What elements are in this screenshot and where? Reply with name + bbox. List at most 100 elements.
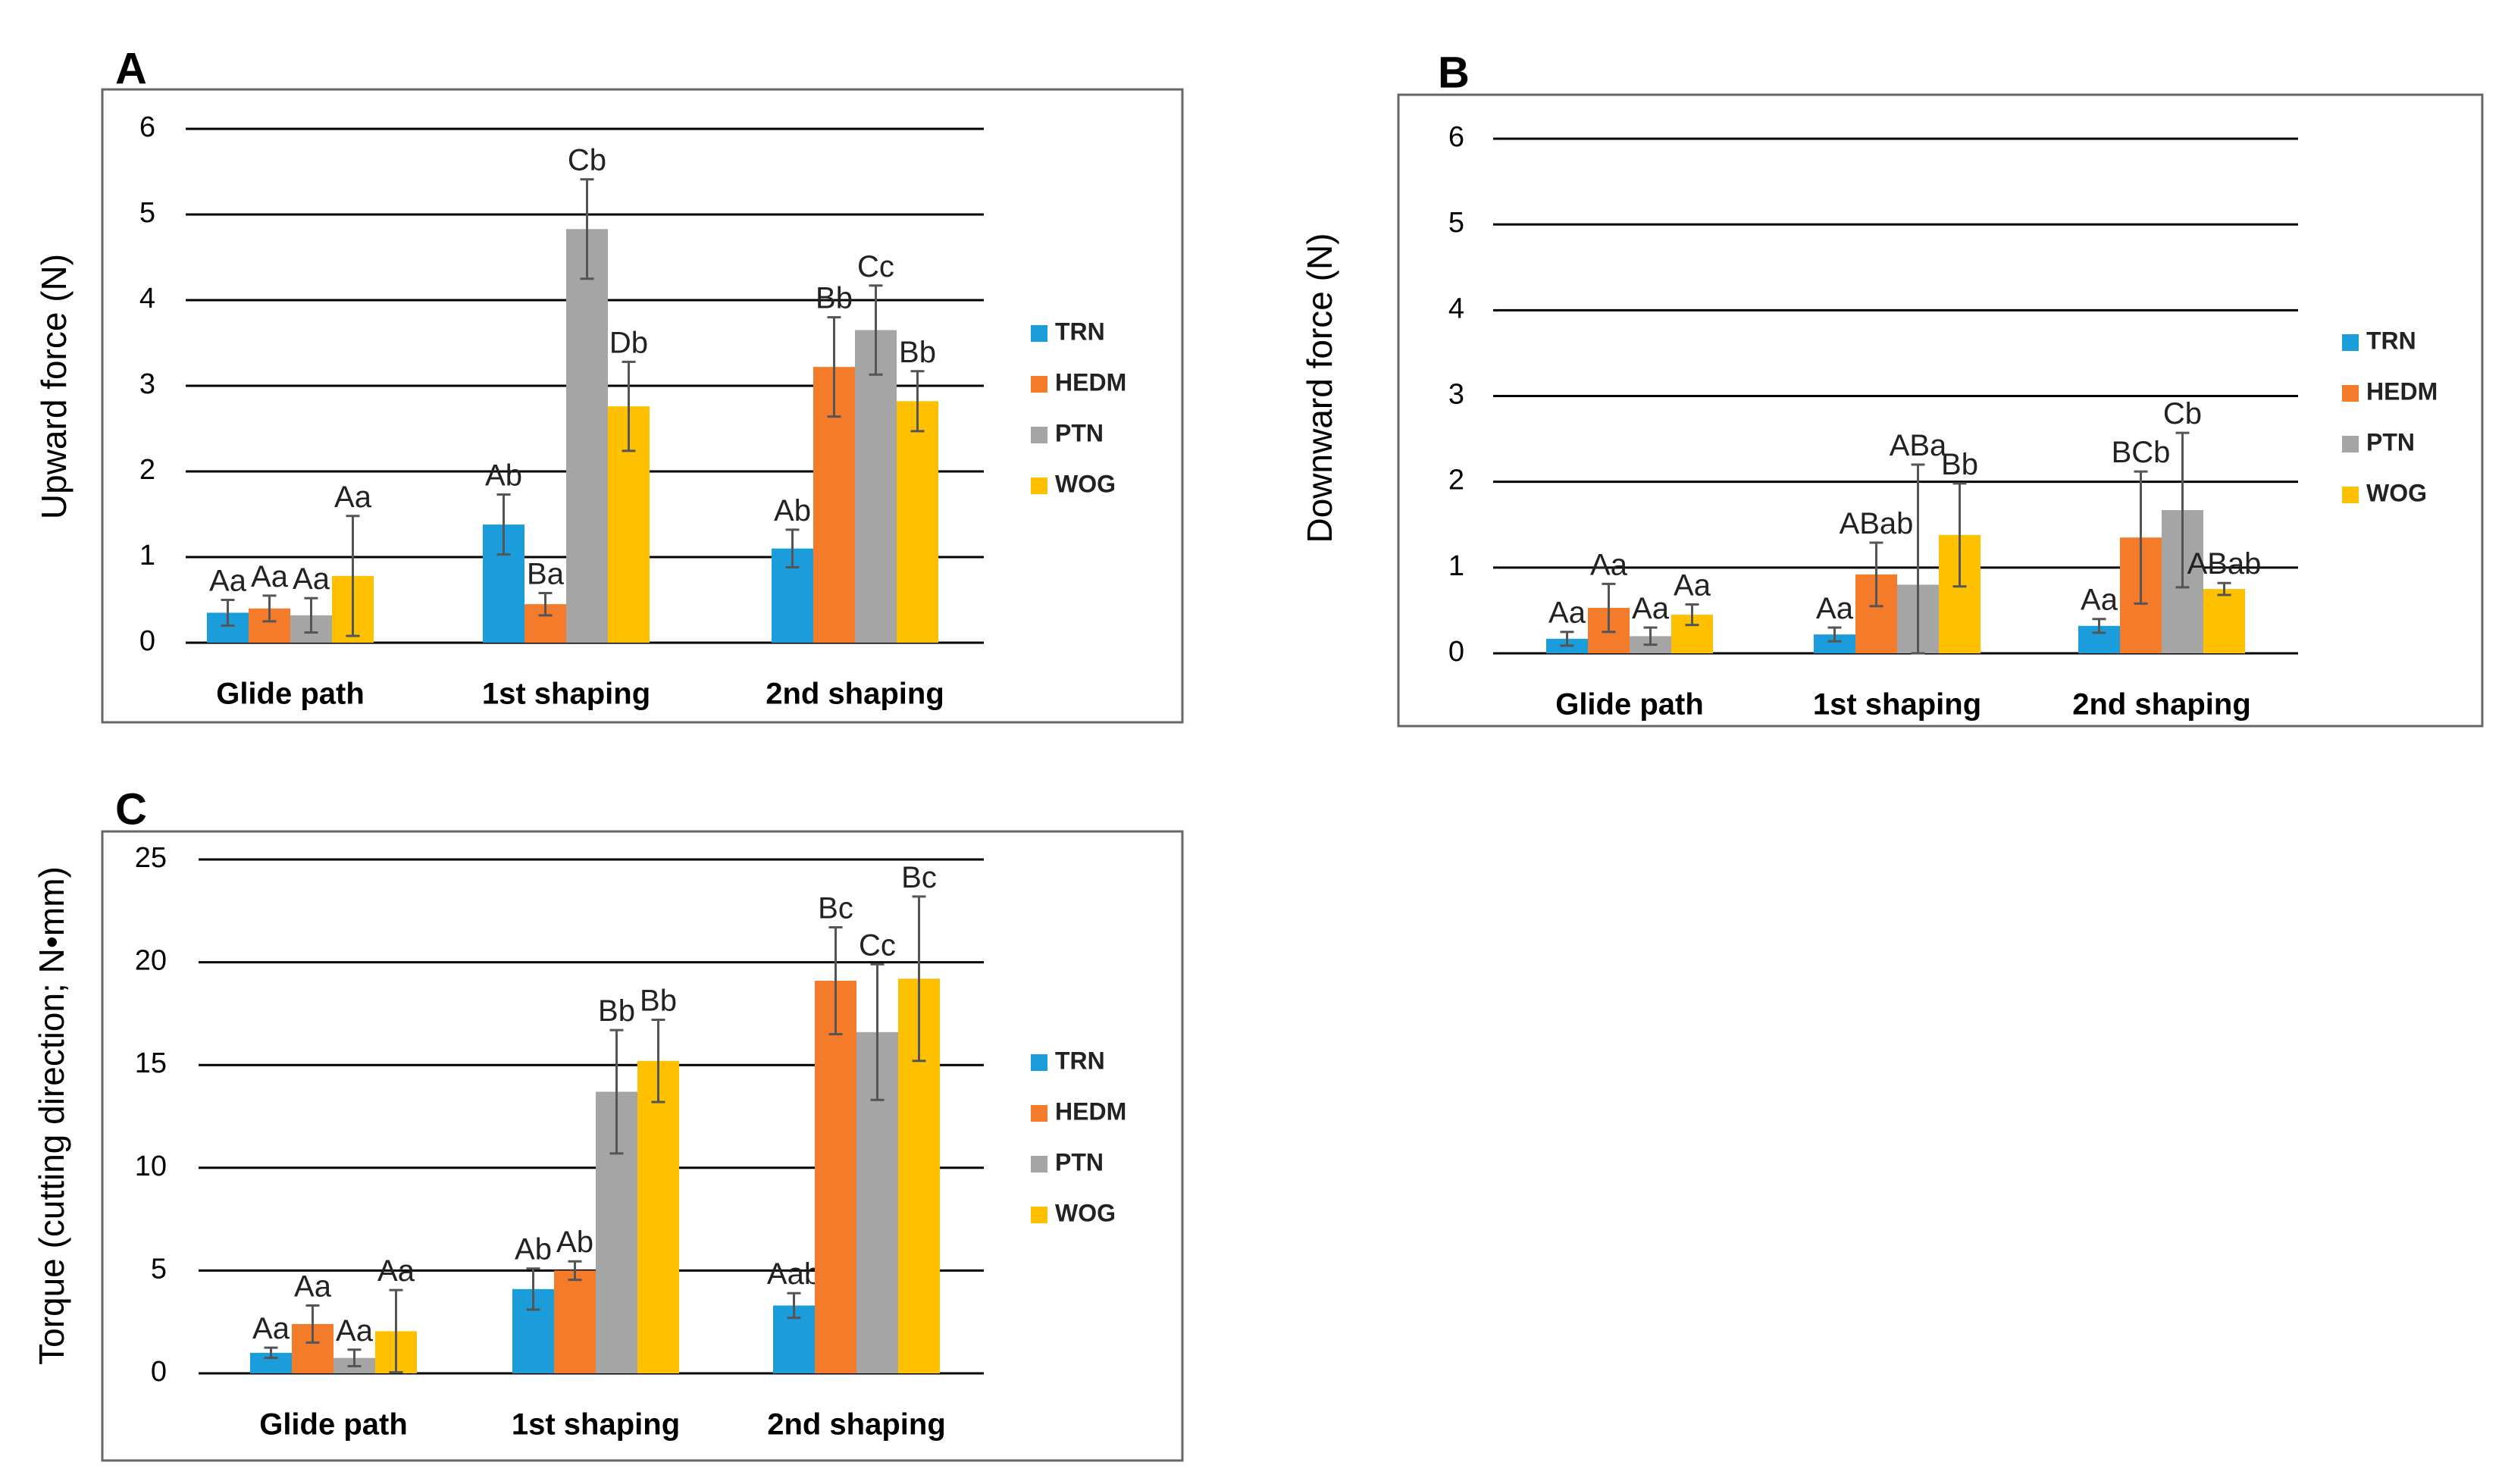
significance-label: Aa [377,1254,415,1288]
significance-label: Bb [1941,448,1978,481]
y-tick-label: 10 [135,1151,167,1182]
panel-label: A [115,44,147,93]
y-tick-label: 5 [151,1253,167,1285]
significance-label: Aa [209,565,247,598]
legend-label: HEDM [2366,377,2438,405]
y-tick-label: 4 [139,283,155,315]
y-tick-label: 20 [135,945,167,977]
y-tick-label: 15 [135,1047,167,1079]
x-category-label: 2nd shaping [766,678,944,711]
y-axis-title: Torque (cutting direction; N•mm) [32,866,71,1365]
significance-label: Bb [816,282,853,315]
legend-label: HEDM [1055,368,1126,396]
x-category-label: 1st shaping [512,1408,680,1442]
significance-label: Bc [901,861,937,894]
significance-label: Bb [899,336,936,369]
y-tick-label: 5 [139,197,155,229]
x-category-label: Glide path [216,678,365,711]
y-tick-label: 6 [139,111,155,143]
legend-label: HEDM [1055,1097,1126,1125]
panel-label: B [1438,48,1470,97]
significance-label: Db [609,326,648,359]
y-axis-title: Upward force (N) [34,254,74,519]
significance-label: BCb [2112,436,2171,469]
significance-label: ABa [1890,429,1947,462]
legend-label: WOG [1055,470,1116,497]
significance-label: Ba [527,557,565,590]
bar-hedm [815,981,856,1373]
bar-wog [637,1060,679,1373]
x-category-label: 1st shaping [1813,688,1981,722]
legend-swatch-wog [1031,477,1047,494]
significance-label: Cb [2163,397,2202,430]
y-axis-title: Downward force (N) [1300,233,1339,543]
chart-frame [101,830,1184,1462]
y-tick-label: 1 [1448,550,1464,582]
x-category-label: 2nd shaping [767,1408,946,1442]
legend-swatch-trn [1031,325,1047,342]
legend-swatch-ptn [1031,1156,1047,1172]
significance-label: Aa [1674,568,1711,602]
legend-label: PTN [1055,1148,1104,1176]
chart-panel-b: B 0 1 2 3 4 5 6 Downward force (N) Glide path 1st … [1300,48,2484,728]
significance-label: Bb [598,994,635,1028]
significance-label: Cc [859,928,896,962]
y-tick-label: 0 [139,625,155,657]
legend-label: PTN [1055,419,1104,446]
x-category-label: 1st shaping [482,678,650,711]
y-tick-label: 0 [1448,636,1464,668]
bar-ptn [566,229,608,643]
bar-wog [2203,589,2245,653]
y-tick-label: 2 [139,454,155,486]
legend-label: PTN [2366,428,2415,456]
y-tick-label: 5 [1448,207,1464,239]
x-category-label: Glide path [1555,688,1704,722]
x-category-label: 2nd shaping [2072,688,2251,722]
chart-frame [1397,93,2484,728]
significance-label: Aa [293,562,330,596]
significance-label: Bc [818,891,853,925]
legend-swatch-trn [2342,334,2359,351]
significance-label: Bb [640,985,677,1018]
legend-swatch-ptn [2342,436,2359,452]
significance-label: Ab [515,1233,552,1266]
significance-label: Aa [336,1314,374,1348]
significance-label: Ab [556,1226,593,1259]
panel-label: C [115,784,147,834]
legend-swatch-trn [1031,1054,1047,1071]
significance-label: Aa [334,481,372,514]
y-tick-label: 3 [1448,379,1464,411]
x-category-label: Glide path [259,1408,408,1442]
legend-label: WOG [2366,479,2427,506]
bar-hedm [554,1270,596,1373]
y-tick-label: 1 [139,540,155,571]
legend-swatch-hedm [1031,1105,1047,1122]
chart-frame [101,88,1184,724]
significance-label: Aa [251,560,289,593]
significance-label: Cc [857,250,894,283]
legend-swatch-wog [1031,1207,1047,1223]
significance-label: Aa [2081,584,2118,617]
legend-swatch-ptn [1031,427,1047,443]
significance-label: Aa [252,1312,290,1345]
legend-label: WOG [1055,1199,1116,1226]
legend-swatch-hedm [2342,385,2359,402]
significance-label: Aa [1632,592,1670,625]
significance-label: Cb [568,144,606,177]
significance-label: Aa [1816,592,1854,625]
significance-label: Aab [767,1257,821,1291]
y-tick-label: 6 [1448,121,1464,153]
legend-label: TRN [2366,327,2416,354]
bar-wog [897,401,938,643]
y-tick-label: 3 [139,368,155,400]
legend-label: TRN [1055,318,1105,345]
significance-label: Aa [1590,548,1628,581]
y-tick-label: 25 [135,842,167,874]
significance-label: ABab [1840,507,1914,540]
chart-panel-a: A 0 1 2 3 4 5 6 Upward force (N) Glide path 1st sh… [34,44,1184,724]
legend-swatch-hedm [1031,376,1047,393]
legend-label: TRN [1055,1047,1105,1074]
significance-label: Ab [485,459,522,493]
significance-label: ABab [2187,547,2262,581]
